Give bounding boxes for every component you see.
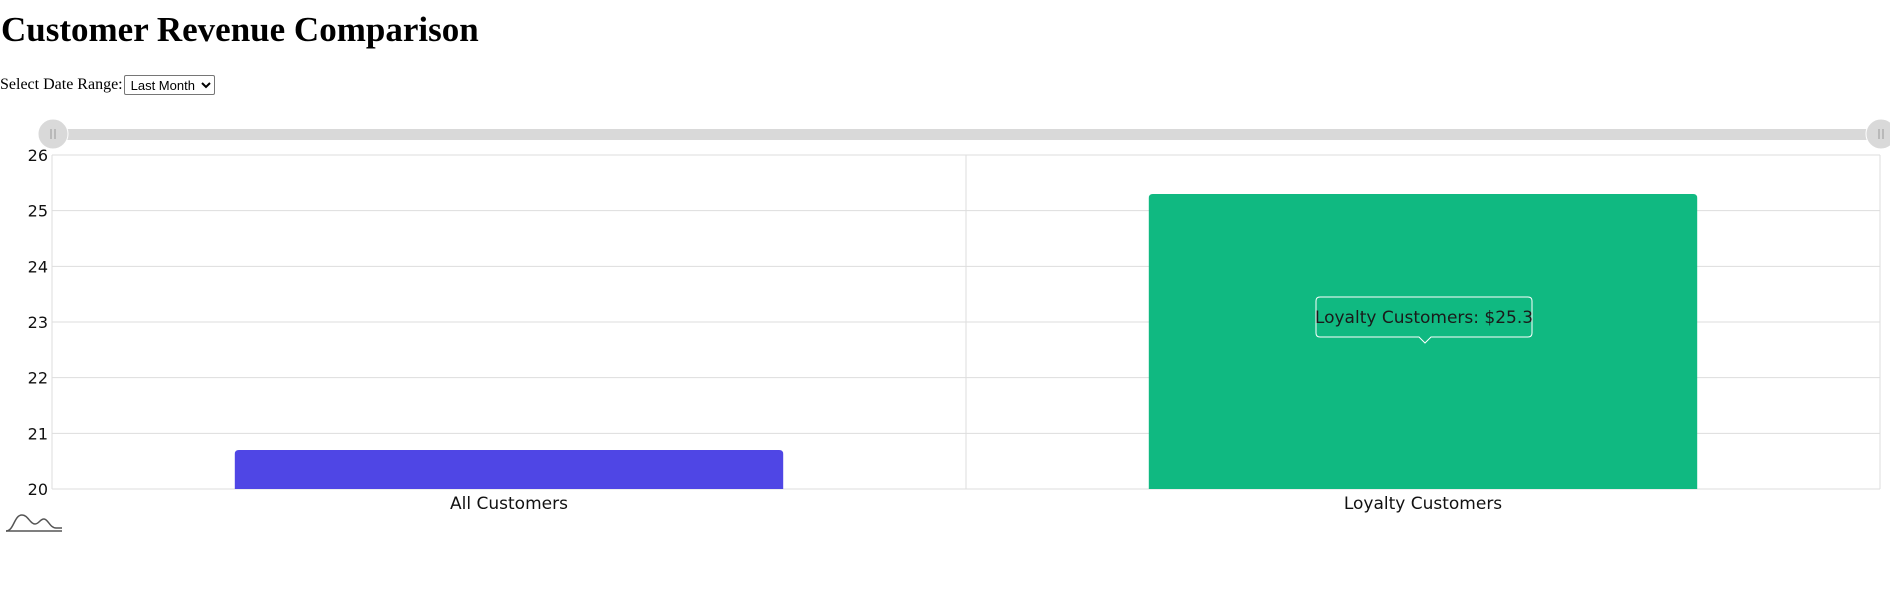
- range-selector-icon[interactable]: [5, 514, 62, 532]
- bar-all-customers[interactable]: [234, 450, 784, 489]
- tooltip: Loyalty Customers: $25.3: [1315, 296, 1533, 344]
- scrollbar-track[interactable]: [44, 129, 1880, 140]
- x-axis-labels: All Customers Loyalty Customers: [450, 494, 1502, 514]
- tooltip-text: Loyalty Customers: $25.3: [1315, 308, 1533, 328]
- date-range-control: Select Date Range: Last Month: [0, 75, 215, 95]
- revenue-bar-chart: 20 21 22 23 24 25 26 All Customers Loyalty Cust…: [5, 118, 1890, 532]
- y-tick-label: 25: [28, 202, 48, 221]
- x-category-label: All Customers: [450, 494, 568, 514]
- date-range-select[interactable]: Last Month: [123, 75, 215, 95]
- y-tick-label: 24: [28, 257, 48, 276]
- scrollbar-start-grip[interactable]: [37, 118, 69, 150]
- page-title: Customer Revenue Comparison: [1, 10, 479, 49]
- y-axis-labels: 20 21 22 23 24 25 26: [28, 146, 48, 499]
- y-tick-label: 23: [28, 313, 48, 332]
- y-tick-label: 21: [28, 424, 48, 443]
- y-tick-label: 20: [28, 480, 48, 499]
- y-tick-label: 26: [28, 146, 48, 165]
- horizontal-scrollbar[interactable]: [37, 118, 1890, 150]
- y-tick-label: 22: [28, 369, 48, 388]
- scrollbar-start-grip-knob[interactable]: [37, 118, 69, 150]
- scrollbar-end-grip-knob[interactable]: [1865, 118, 1890, 150]
- scrollbar-end-grip[interactable]: [1865, 118, 1890, 150]
- x-category-label: Loyalty Customers: [1344, 494, 1502, 514]
- tooltip-box: [1315, 296, 1533, 344]
- date-range-label: Select Date Range:: [0, 76, 123, 93]
